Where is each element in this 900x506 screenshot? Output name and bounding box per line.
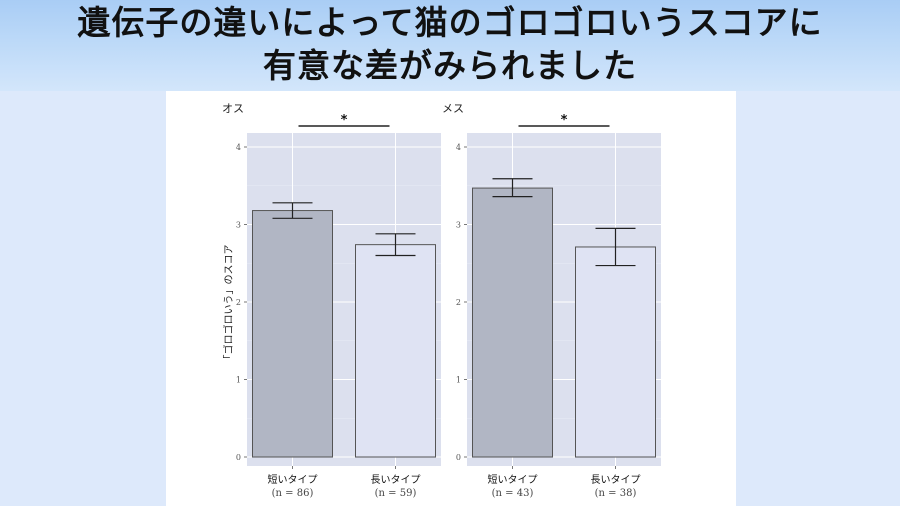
bar-short: [472, 187, 553, 458]
bar-long: [355, 244, 436, 458]
facet-title: オス: [222, 102, 244, 115]
x-category-label: 短いタイプ: [488, 473, 538, 486]
facet-2: 0 1 2 3 4 短いタイプ (n = 43) 長いタイプ (n = 38) メス *: [442, 102, 661, 499]
y-tick-label: 0: [456, 453, 461, 462]
error-bar: [272, 202, 313, 219]
facet-title: メス: [442, 102, 464, 115]
y-tick-label: 3: [456, 221, 461, 230]
x-category-label: 長いタイプ: [591, 474, 641, 486]
sample-size-label: (n = 86): [272, 488, 314, 499]
title-banner: 遺伝子の違いによって猫のゴロゴロいうスコアに 有意な差がみられました: [0, 0, 900, 91]
sample-size-label: (n = 43): [492, 488, 534, 499]
significance-marker: *: [341, 113, 348, 128]
banner-title-line-1: 遺伝子の違いによって猫のゴロゴロいうスコアに: [77, 3, 823, 42]
bar-long: [575, 246, 656, 458]
sample-size-label: (n = 59): [375, 488, 417, 499]
sample-size-label: (n = 38): [595, 488, 637, 499]
y-tick-label: 4: [456, 143, 461, 152]
y-tick-label: 2: [456, 298, 461, 307]
error-bar: [595, 227, 636, 267]
y-tick-label: 1: [456, 376, 461, 385]
y-tick-label: 4: [236, 143, 241, 152]
error-bar: [375, 233, 416, 257]
y-tick-label: 2: [236, 298, 241, 307]
bar-chart-figure: 「ゴロゴロいう」のスコア 0 1 2 3 4 短いタイプ (n = 86) 長いタイプ (n = …: [222, 102, 661, 499]
significance-marker: *: [561, 113, 568, 128]
y-tick-label: 0: [236, 453, 241, 462]
banner-title-line-2: 有意な差がみられました: [263, 46, 637, 85]
bar-short: [252, 210, 333, 458]
y-tick-label: 1: [236, 376, 241, 385]
error-bar: [492, 178, 533, 198]
y-tick-label: 3: [236, 221, 241, 230]
chart-panel: 「ゴロゴロいう」のスコア 0 1 2 3 4 短いタイプ (n = 86) 長いタイプ (n = …: [166, 91, 736, 506]
y-axis-title: 「ゴロゴロいう」のスコア: [222, 245, 235, 365]
x-category-label: 長いタイプ: [371, 474, 421, 486]
x-category-label: 短いタイプ: [268, 473, 318, 486]
facet-1: 0 1 2 3 4 短いタイプ (n = 86) 長いタイプ (n = 59) オス *: [222, 102, 441, 499]
